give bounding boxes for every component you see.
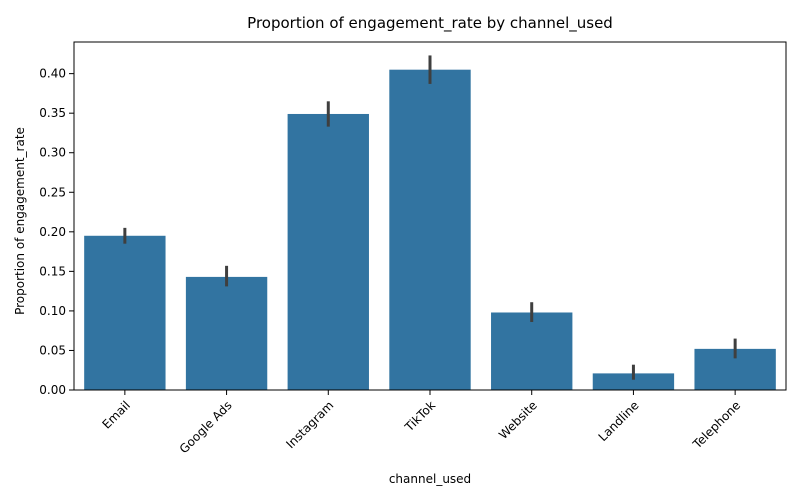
y-tick-label: 0.05 [39,343,66,357]
x-tick-label: Email [100,398,133,431]
y-tick-label: 0.15 [39,264,66,278]
bars [84,69,776,391]
x-tick-label: Instagram [283,398,336,451]
bar-email [84,235,166,390]
y-tick-label: 0.00 [39,383,66,397]
bar-tiktok [389,69,471,390]
error-bars [123,55,737,380]
chart-title: Proportion of engagement_rate by channel… [247,14,613,33]
y-tick-label: 0.35 [39,106,66,120]
x-axis-ticks: Email Google Ads Instagram TikTok Website Lan… [100,390,744,456]
plot-frame [73,41,787,391]
x-tick-label: Telephone [690,398,744,452]
bar-website [491,312,573,390]
x-axis-label: channel_used [389,472,471,486]
y-tick-label: 0.10 [39,304,66,318]
y-tick-label: 0.40 [39,67,66,81]
y-tick-label: 0.20 [39,225,66,239]
bar-instagram [287,113,369,391]
axes-frame [73,41,787,391]
x-tick-label: Landline [596,398,642,444]
y-axis-label: Proportion of engagement_rate [13,127,27,315]
x-tick-label: TikTok [401,398,438,435]
x-tick-label: Google Ads [177,398,235,456]
y-axis-ticks: 0.00 0.05 0.10 0.15 0.20 0.25 0.30 0.35 0.40 [39,67,74,397]
bar-landline [592,373,675,390]
y-tick-label: 0.30 [39,146,66,160]
x-tick-label: Website [496,398,540,442]
y-tick-label: 0.25 [39,185,66,199]
bar-google-ads [185,276,268,390]
